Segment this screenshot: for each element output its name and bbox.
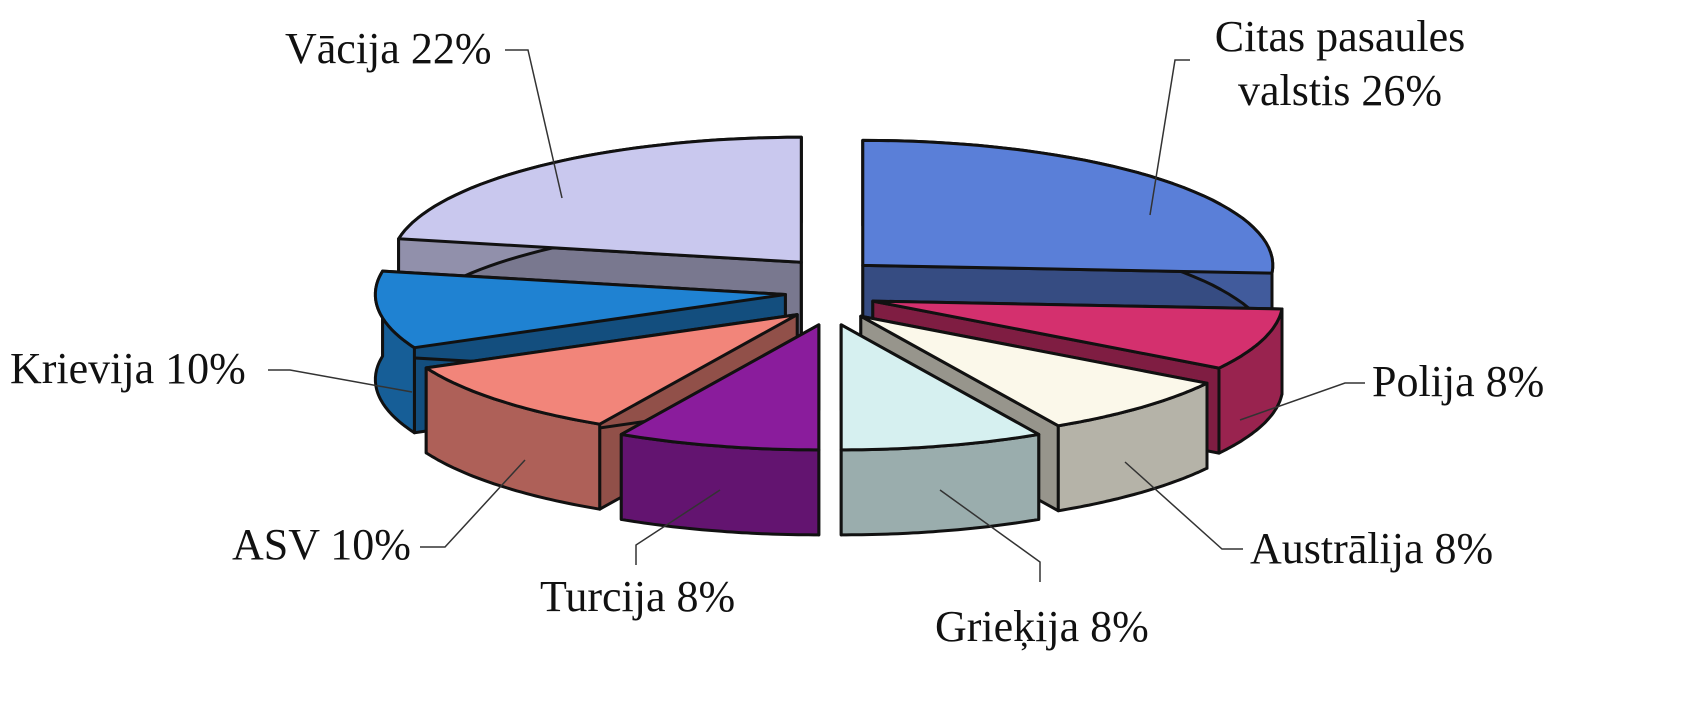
leader-line <box>1149 59 1190 216</box>
leader-line <box>1239 382 1365 421</box>
slice <box>859 314 1209 428</box>
slice-label: Citas pasaules valstis 26% <box>1214 12 1466 115</box>
leader-line <box>1124 461 1243 550</box>
slice-label: Vācija 22% <box>285 24 492 73</box>
slice-label: Austrālija 8% <box>1250 524 1494 573</box>
leader-line <box>420 459 526 548</box>
slice <box>424 313 799 426</box>
slice <box>871 299 1284 370</box>
slice <box>373 269 787 350</box>
slice <box>619 323 821 452</box>
slice-label: Turcija 8% <box>540 572 736 621</box>
slice-label: Polija 8% <box>1372 357 1545 406</box>
leader-line <box>505 49 563 199</box>
slice <box>839 323 1041 452</box>
slice-label: Krievija 10% <box>10 344 246 393</box>
slice-label: ASV 10% <box>232 520 411 569</box>
slice-label: Grieķija 8% <box>935 602 1149 651</box>
slice <box>861 138 1275 275</box>
leader-line <box>635 489 721 565</box>
slice <box>397 135 803 264</box>
leader-line <box>268 369 413 393</box>
leader-line <box>939 489 1041 582</box>
